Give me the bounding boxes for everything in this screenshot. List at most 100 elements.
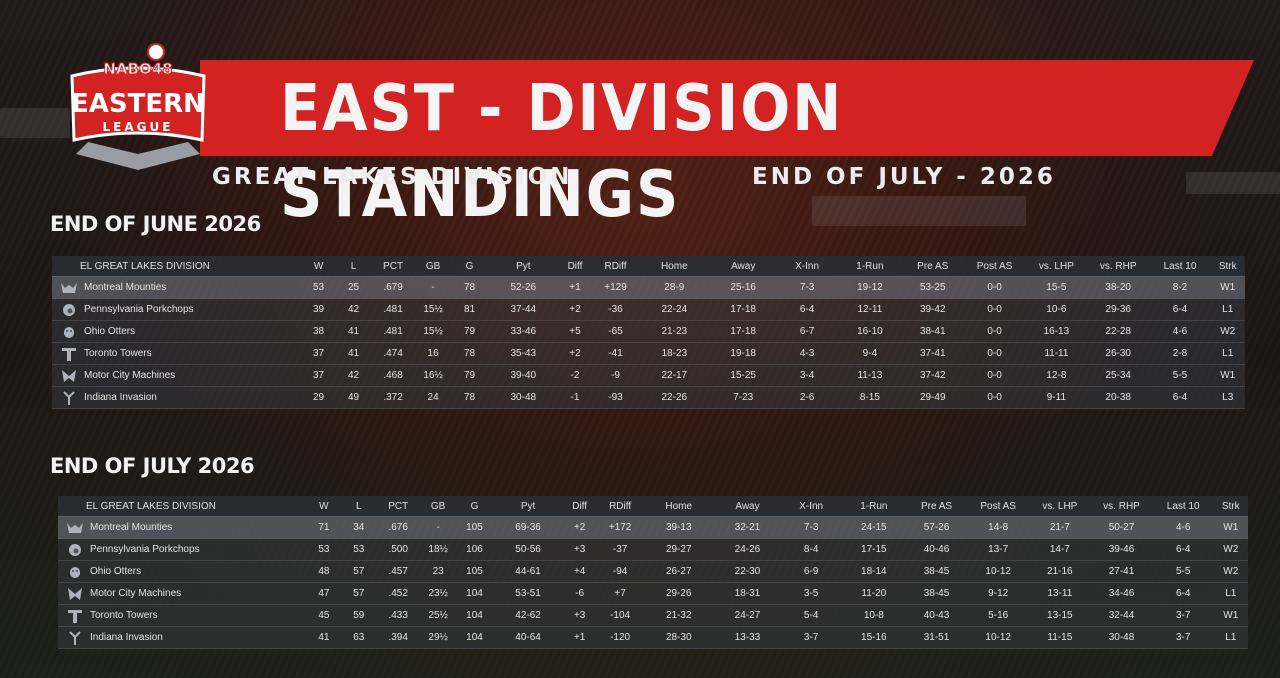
column-header-pct[interactable]: PCT [370, 256, 416, 277]
table-row[interactable]: Montreal Mounties 53 25.679-78 52-26 +1 +129 2… [52, 276, 1245, 299]
column-header-away[interactable]: Away [709, 256, 777, 277]
team-name[interactable]: Indiana Invasion [84, 392, 157, 403]
column-header-postas[interactable]: Post AS [966, 496, 1030, 517]
column-header-g[interactable]: G [450, 256, 489, 277]
column-header-away[interactable]: Away [714, 496, 781, 517]
cell-pct: .481 [370, 320, 416, 343]
cell-postas: 0-0 [963, 364, 1026, 387]
column-header-postas[interactable]: Post AS [963, 256, 1026, 277]
cell-onerun: 11-20 [841, 582, 907, 605]
cell-postas: 13-7 [966, 538, 1030, 561]
cell-away: 24-27 [714, 604, 781, 627]
team-name[interactable]: Toronto Towers [84, 348, 152, 359]
column-header-pyt[interactable]: Pyt [488, 256, 558, 277]
table-row[interactable]: Ohio Otters 48 57.457 23 105 44-61 +4 -94 26-27 2… [58, 560, 1248, 583]
cell-rhp: 25-34 [1086, 364, 1150, 387]
column-header-xinn[interactable]: X-Inn [780, 496, 842, 517]
cell-last10: 8-2 [1149, 276, 1211, 299]
table-row[interactable]: Motor City Machines 47 57.452 23½ 104 53-51 -6… [58, 582, 1248, 605]
cell-onerun: 12-11 [837, 298, 903, 321]
table-row[interactable]: Montreal Mounties 71 34.676-105 69-36 +2 +172… [58, 516, 1248, 539]
column-header-pct[interactable]: PCT [375, 496, 421, 517]
cell-g: 104 [455, 582, 494, 605]
cell-g: 105 [455, 560, 494, 583]
table-row[interactable]: Motor City Machines 37 42.468 16½ 79 39-40 -2-… [52, 364, 1245, 387]
team-name[interactable]: Montreal Mounties [90, 522, 173, 533]
logo-main-text: EASTERN [71, 89, 205, 119]
column-header-preas[interactable]: Pre AS [906, 496, 967, 517]
cell-preas: 53-25 [902, 276, 964, 299]
column-header-pyt[interactable]: Pyt [493, 496, 563, 517]
column-header-w[interactable]: W [305, 496, 343, 517]
table-row[interactable]: Toronto Towers 37 41.474 16 78 35-43 +2 -41 18-2… [52, 342, 1245, 365]
team-name[interactable]: Toronto Towers [90, 610, 158, 621]
moose-icon [66, 520, 84, 536]
table-row[interactable]: Pennsylvania Porkchops 53 53.500 18½ 106 50-5… [58, 538, 1248, 561]
table-row[interactable]: Indiana Invasion 41 63.394 29½ 104 40-64 +1 -12… [58, 626, 1248, 649]
column-header-strk[interactable]: Strk [1210, 256, 1245, 277]
column-header-gb[interactable]: GB [415, 256, 451, 277]
column-header-team[interactable]: EL GREAT LAKES DIVISION [52, 256, 301, 277]
team-name[interactable]: Ohio Otters [84, 326, 136, 337]
cell-gb: 23½ [420, 582, 456, 605]
team-name[interactable]: Pennsylvania Porkchops [84, 304, 194, 315]
column-header-onerun[interactable]: 1-Run [837, 256, 903, 277]
column-header-xinn[interactable]: X-Inn [776, 256, 838, 277]
team-name[interactable]: Motor City Machines [84, 370, 176, 381]
cell-rdiff: -37 [596, 538, 644, 561]
cell-xinn: 6-4 [776, 298, 838, 321]
column-header-l[interactable]: L [336, 256, 371, 277]
cell-diff: +4 [562, 560, 597, 583]
column-header-onerun[interactable]: 1-Run [841, 496, 907, 517]
cell-pct: .676 [375, 516, 421, 539]
column-header-team[interactable]: EL GREAT LAKES DIVISION [58, 496, 306, 517]
column-header-rhp[interactable]: vs. RHP [1090, 496, 1153, 517]
column-header-g[interactable]: G [455, 496, 494, 517]
july-section-title: END OF JULY 2026 [50, 454, 255, 478]
column-header-diff[interactable]: Diff [562, 496, 597, 517]
team-name[interactable]: Ohio Otters [90, 566, 142, 577]
cell-diff: +1 [562, 626, 597, 649]
team-name[interactable]: Indiana Invasion [90, 632, 163, 643]
invasion-icon [66, 630, 84, 646]
column-header-lhp[interactable]: vs. LHP [1025, 256, 1087, 277]
cell-preas: 40-43 [906, 604, 967, 627]
column-header-last10[interactable]: Last 10 [1152, 496, 1214, 517]
cell-rdiff: +172 [596, 516, 644, 539]
column-header-home[interactable]: Home [643, 496, 715, 517]
column-header-w[interactable]: W [300, 256, 337, 277]
column-header-rhp[interactable]: vs. RHP [1086, 256, 1150, 277]
cell-strk: W2 [1213, 538, 1248, 561]
table-row[interactable]: Pennsylvania Porkchops 39 42.481 15½ 81 37-44… [52, 298, 1245, 321]
column-header-rdiff[interactable]: RDiff [596, 496, 644, 517]
team-name[interactable]: Motor City Machines [90, 588, 182, 599]
otter-icon [60, 324, 78, 340]
column-header-preas[interactable]: Pre AS [902, 256, 964, 277]
team-name[interactable]: Montreal Mounties [84, 282, 167, 293]
cell-xinn: 3-4 [776, 364, 838, 387]
cell-w: 47 [305, 582, 343, 605]
cell-xinn: 5-4 [780, 604, 842, 627]
column-header-last10[interactable]: Last 10 [1149, 256, 1211, 277]
cell-postas: 0-0 [963, 386, 1026, 409]
division-subtitle: GREAT LAKES DIVISION [212, 164, 573, 190]
cell-pct: .468 [370, 364, 416, 387]
cell-lhp: 16-13 [1025, 320, 1087, 343]
cell-last10: 3-7 [1152, 604, 1214, 627]
cell-postas: 0-0 [963, 298, 1026, 321]
team-name[interactable]: Pennsylvania Porkchops [90, 544, 200, 555]
table-row[interactable]: Toronto Towers 45 59.433 25½ 104 42-62 +3 -104 2… [58, 604, 1248, 627]
table-row[interactable]: Indiana Invasion 29 49.372 24 78 30-48 -1 -93 22… [52, 386, 1245, 409]
cell-l: 41 [336, 320, 371, 343]
cell-away: 19-18 [709, 342, 777, 365]
table-row[interactable]: Ohio Otters 38 41.481 15½ 79 33-46 +5 -65 21-23 1… [52, 320, 1245, 343]
column-header-home[interactable]: Home [638, 256, 710, 277]
pig-icon [66, 542, 84, 558]
column-header-strk[interactable]: Strk [1213, 496, 1248, 517]
column-header-l[interactable]: L [342, 496, 376, 517]
cell-pyt: 53-51 [493, 582, 563, 605]
column-header-diff[interactable]: Diff [557, 256, 593, 277]
column-header-gb[interactable]: GB [420, 496, 456, 517]
column-header-lhp[interactable]: vs. LHP [1029, 496, 1091, 517]
column-header-rdiff[interactable]: RDiff [592, 256, 639, 277]
